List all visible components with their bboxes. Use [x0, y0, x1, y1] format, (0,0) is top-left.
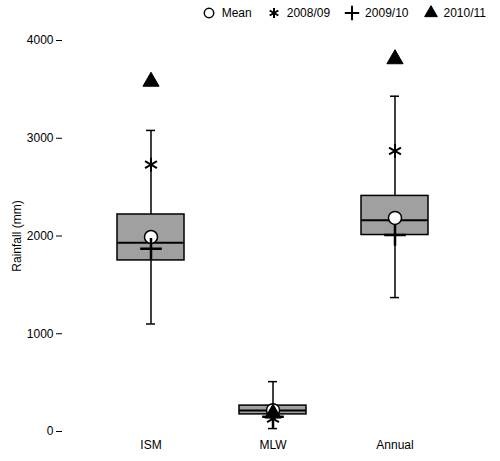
html-text:2008/09: 2008/09 [286, 6, 331, 20]
svg-text:1000: 1000 [27, 327, 54, 341]
svg-text:Annual: Annual [376, 438, 413, 452]
svg-text:ISM: ISM [140, 438, 161, 452]
svg-text:Rainfall (mm): Rainfall (mm) [10, 200, 24, 271]
svg-text:4000: 4000 [27, 33, 54, 47]
html-text:Mean: Mean [221, 6, 252, 20]
svg-text:0: 0 [47, 424, 54, 438]
html-text:2010/11: 2010/11 [443, 6, 486, 20]
svg-text:3000: 3000 [27, 131, 54, 145]
svg-text:MLW: MLW [259, 438, 287, 452]
html-text:2009/10: 2009/10 [365, 6, 409, 20]
svg-text:2000: 2000 [27, 229, 54, 243]
